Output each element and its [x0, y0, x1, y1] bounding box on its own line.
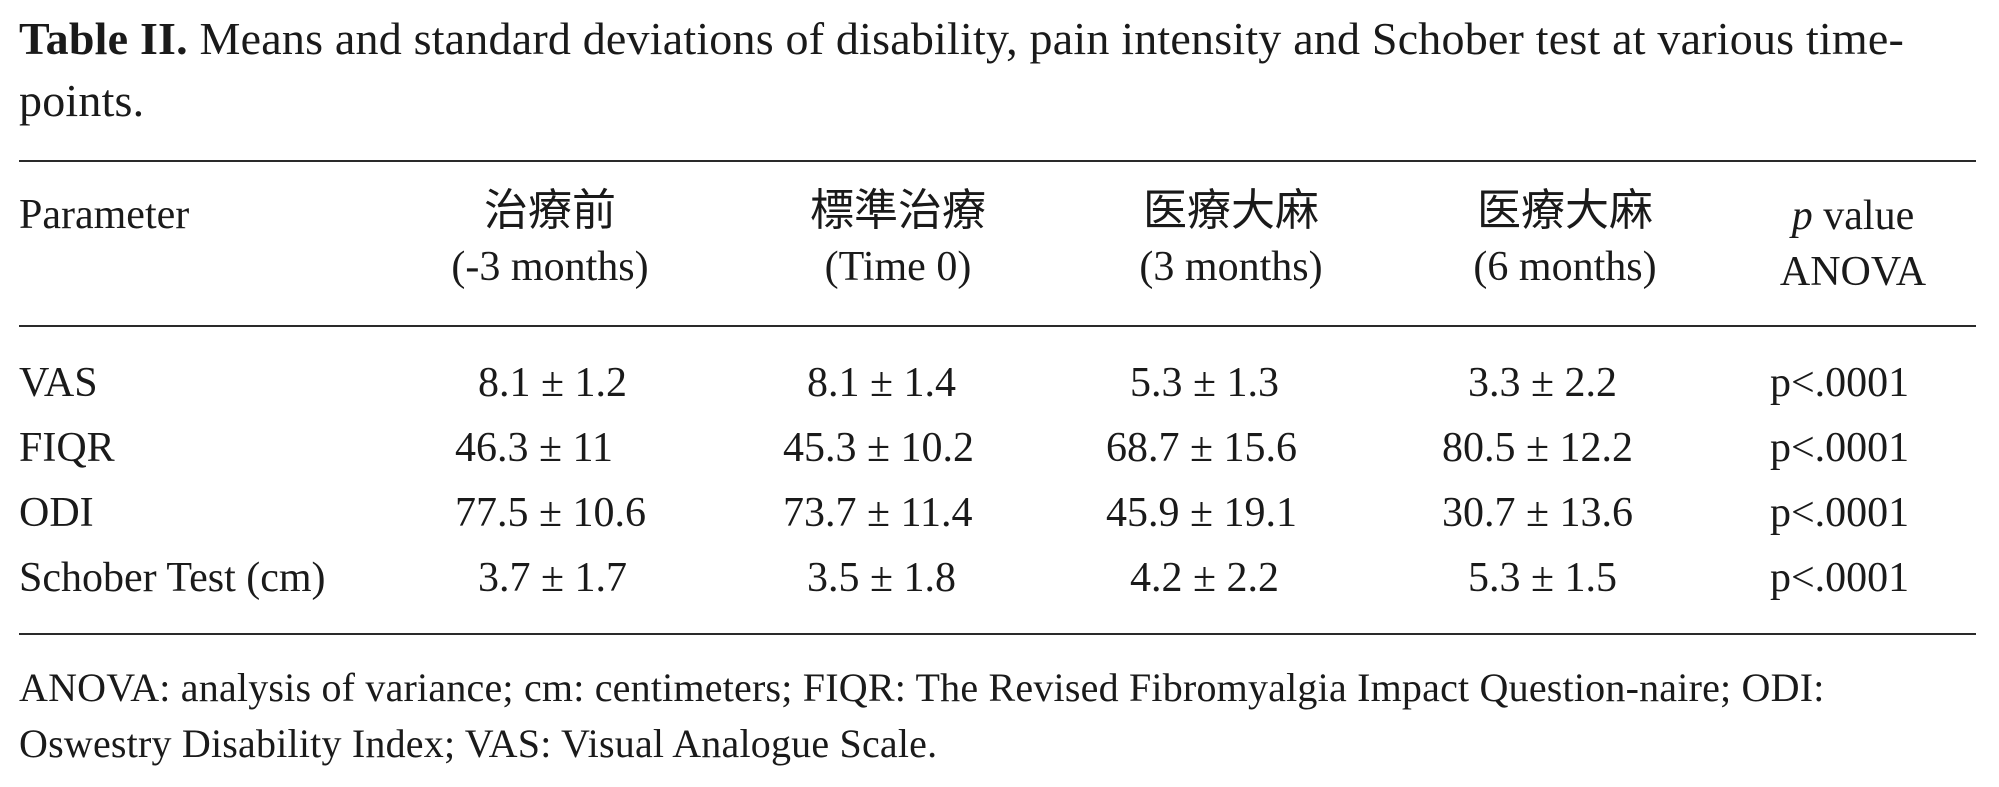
- header-col-3-top: 医療大麻: [1143, 185, 1319, 236]
- header-p-italic: p: [1791, 193, 1813, 239]
- table-caption: Table II. Means and standard deviations …: [19, 8, 1979, 132]
- caption-label: Table II.: [19, 13, 188, 64]
- header-col-2: 標準治療 (Time 0): [768, 183, 1028, 295]
- header-p-value-top: p value: [1738, 188, 1968, 244]
- table-footnote: ANOVA: analysis of variance; cm: centime…: [19, 665, 1825, 766]
- header-p-value: p value ANOVA: [1738, 188, 1968, 300]
- header-p-rest: value: [1812, 193, 1915, 239]
- header-col-1-sub: (-3 months): [451, 244, 649, 290]
- row-4-c4: 5.3 ± 1.5: [1468, 555, 1618, 601]
- row-4-c2: 3.5 ± 1.8: [807, 555, 957, 601]
- row-3-c1: 77.5 ± 10.6: [455, 490, 647, 536]
- header-p-value-sub: ANOVA: [1779, 249, 1927, 295]
- row-2-p: p<.0001: [1770, 425, 1910, 471]
- row-2-c3: 68.7 ± 15.6: [1106, 425, 1298, 471]
- header-col-4-top: 医療大麻: [1477, 185, 1653, 236]
- header-col-2-top: 標準治療: [810, 185, 986, 236]
- row-2-c2: 45.3 ± 10.2: [783, 425, 975, 471]
- row-1-p: p<.0001: [1770, 360, 1910, 406]
- row-4-c3: 4.2 ± 2.2: [1130, 555, 1280, 601]
- row-3-p: p<.0001: [1770, 490, 1910, 536]
- header-col-3: 医療大麻 (3 months): [1096, 183, 1366, 295]
- row-2-c4: 80.5 ± 12.2: [1442, 425, 1634, 471]
- header-parameter: Parameter: [19, 192, 190, 238]
- row-3-param: ODI: [19, 490, 94, 536]
- caption-text: Means and standard deviations of disabil…: [19, 13, 1905, 126]
- row-1-c4: 3.3 ± 2.2: [1468, 360, 1618, 406]
- row-1-c2: 8.1 ± 1.4: [807, 360, 957, 406]
- row-3-c3: 45.9 ± 19.1: [1106, 490, 1298, 536]
- header-col-2-sub: (Time 0): [824, 244, 972, 290]
- header-col-4-sub: (6 months): [1473, 244, 1657, 290]
- bottom-rule: [19, 633, 1976, 635]
- header-col-3-sub: (3 months): [1139, 244, 1323, 290]
- header-col-4: 医療大麻 (6 months): [1430, 183, 1700, 295]
- row-3-c4: 30.7 ± 13.6: [1442, 490, 1634, 536]
- row-4-c1: 3.7 ± 1.7: [478, 555, 628, 601]
- row-2-param: FIQR: [19, 425, 115, 471]
- row-4-p: p<.0001: [1770, 555, 1910, 601]
- row-3-c2: 73.7 ± 11.4: [783, 490, 973, 536]
- header-col-1: 治療前 (-3 months): [430, 183, 670, 295]
- row-1-param: VAS: [19, 360, 98, 406]
- row-1-c3: 5.3 ± 1.3: [1130, 360, 1280, 406]
- top-rule: [19, 160, 1976, 162]
- row-2-c1: 46.3 ± 11: [455, 425, 613, 471]
- header-col-1-top: 治療前: [484, 185, 616, 236]
- row-4-param: Schober Test (cm): [19, 555, 326, 601]
- header-rule: [19, 325, 1976, 327]
- row-1-c1: 8.1 ± 1.2: [478, 360, 628, 406]
